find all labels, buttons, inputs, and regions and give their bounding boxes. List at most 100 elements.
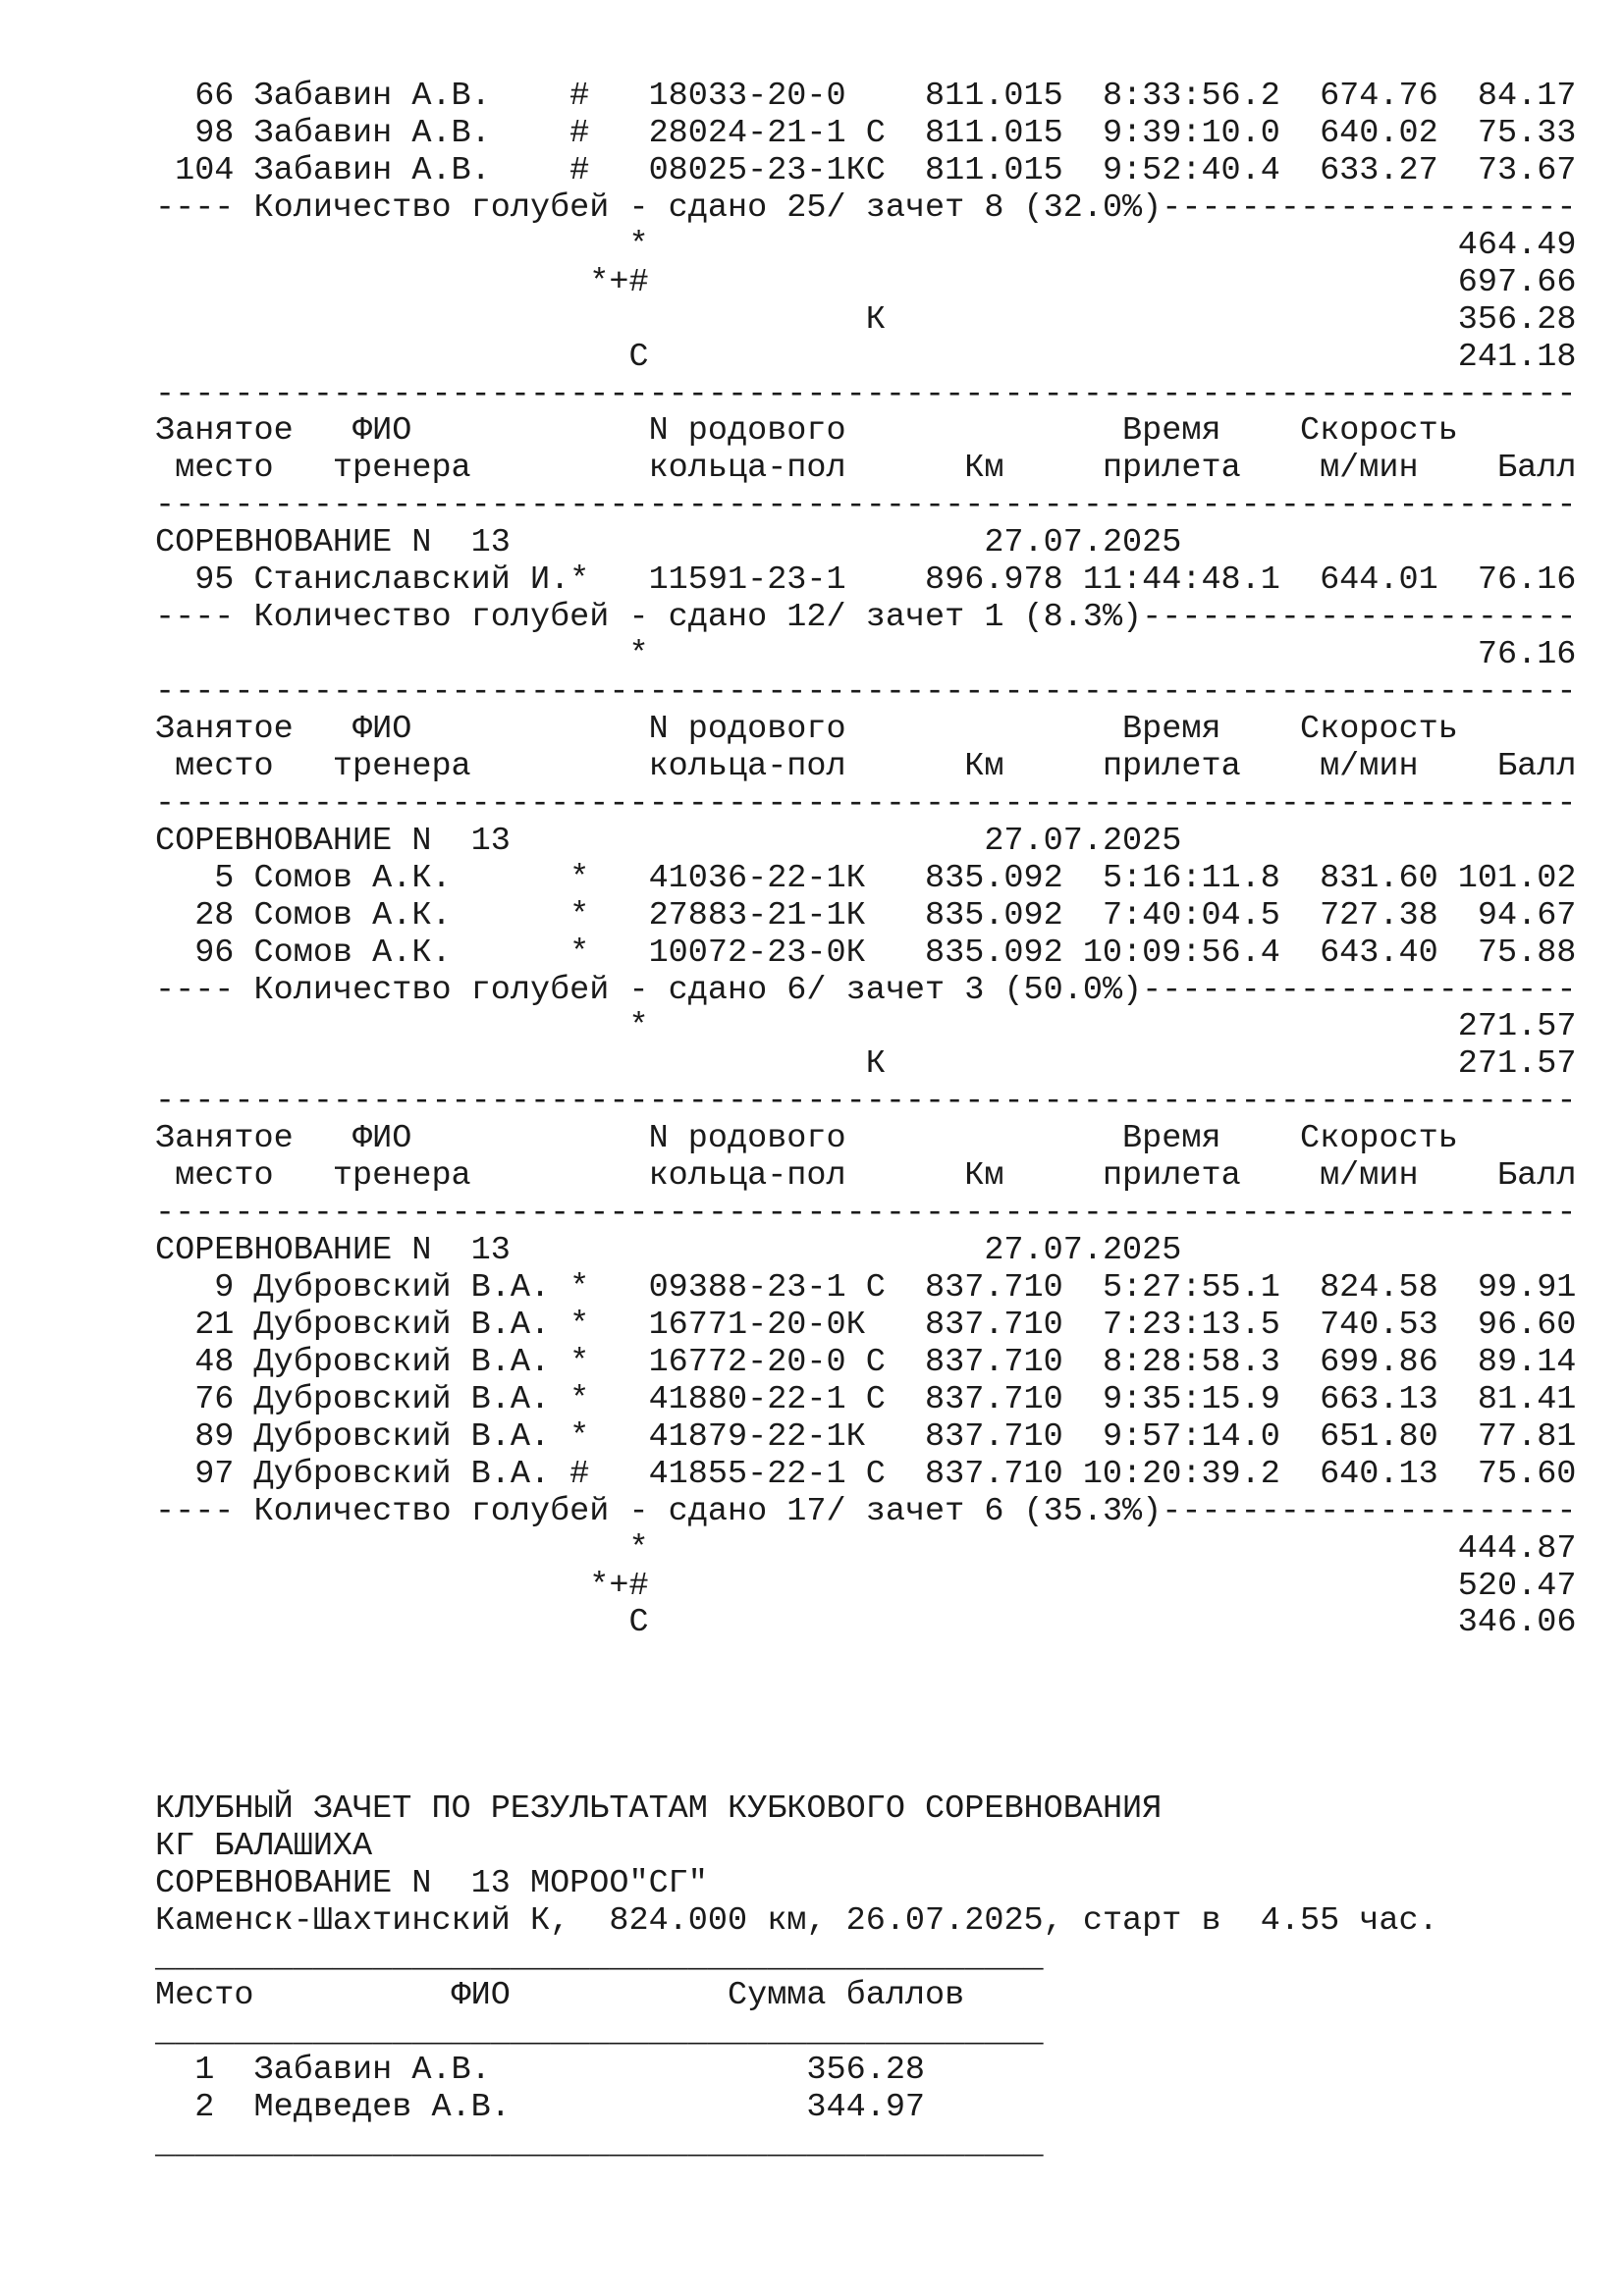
table-header-row-2: место тренера кольца-пол Км прилета м/мин Балл	[155, 1157, 1576, 1196]
header-name: ФИО	[352, 412, 412, 451]
underline: ________________________________________…	[155, 1940, 1576, 1978]
mark: #	[569, 151, 590, 189]
header-ring: кольца-пол	[648, 747, 846, 785]
total-row: * 271.57	[155, 1008, 1576, 1046]
club-title-line: КГ БАЛАШИХА	[155, 1828, 1576, 1866]
points: 89.14	[1477, 1343, 1577, 1381]
summary-fill: ----------------------------------------…	[1162, 1493, 1577, 1530]
dash-line: ----------------------------------------…	[155, 673, 1577, 711]
arrival-time: 7:23:13.5	[1102, 1306, 1280, 1344]
total-value: 271.57	[1457, 1045, 1577, 1084]
underline: ________________________________________…	[155, 2013, 1576, 2053]
mark: #	[569, 78, 590, 115]
arrival-time: 9:39:10.0	[1102, 114, 1280, 152]
speed: 699.86	[1320, 1343, 1438, 1381]
summary-line: ---- Количество голубей - сдано 6/ зачет…	[155, 973, 1576, 1010]
place: 97	[194, 1455, 235, 1493]
club-header-place: Место	[155, 1976, 254, 2014]
header-time: прилета	[1102, 1157, 1241, 1196]
total-value: 697.66	[1457, 263, 1577, 301]
club-row: 2 Медведев А.В. 344.97	[155, 2088, 1576, 2127]
arrival-time: 5:16:11.8	[1102, 859, 1280, 897]
distance-km: 896.978	[925, 561, 1063, 600]
arrival-time: 10:20:39.2	[1082, 1455, 1280, 1493]
blank-line	[155, 1717, 1576, 1754]
points: 101.02	[1457, 859, 1577, 897]
fancier-name: Забавин А.В.	[253, 151, 491, 189]
arrival-time: 8:33:56.2	[1102, 78, 1280, 115]
distance-km: 837.710	[925, 1306, 1063, 1344]
distance-km: 811.015	[925, 151, 1063, 189]
total-value: 356.28	[1457, 300, 1577, 339]
distance-km: 837.710	[925, 1455, 1063, 1493]
distance-km: 837.710	[925, 1380, 1063, 1418]
table-header-row-1: Занятое ФИО N родового Время Скорость	[155, 711, 1576, 749]
table-header-row-1: Занятое ФИО N родового Время Скорость	[155, 1120, 1576, 1158]
mark: *	[569, 1380, 590, 1418]
club-title-line: КЛУБНЫЙ ЗАЧЕТ ПО РЕЗУЛЬТАТАМ КУБКОВОГО С…	[155, 1790, 1576, 1829]
place: 96	[194, 934, 235, 972]
club-row: 1 Забавин А.В. 356.28	[155, 2052, 1576, 2090]
header-name: ФИО	[352, 1120, 412, 1158]
club-header-name: ФИО	[451, 1976, 511, 2014]
competition-date: 27.07.2025	[984, 1232, 1182, 1270]
competition-title: СОРЕВНОВАНИЕ N 13	[155, 822, 511, 860]
place: 89	[194, 1417, 235, 1456]
ring-number: 18033-20-0	[648, 78, 846, 115]
ring-number: 28024-21-1 С	[648, 114, 886, 152]
ring-number: 16771-20-0К	[648, 1306, 866, 1344]
result-row: 95 Станиславский И. * 11591-23-1 896.978 11:4…	[155, 561, 1576, 600]
underline: ________________________________________…	[155, 2125, 1576, 2164]
ring-number: 08025-23-1КС	[648, 151, 886, 189]
total-mark: С	[628, 1604, 649, 1642]
speed: 633.27	[1320, 151, 1438, 189]
mark: *	[569, 561, 590, 600]
place: 66	[194, 78, 235, 115]
summary-prefix: ----	[155, 600, 254, 637]
speed: 674.76	[1320, 78, 1438, 115]
table-header-row-1: Занятое ФИО N родового Время Скорость	[155, 412, 1576, 451]
points: 75.60	[1477, 1455, 1577, 1493]
ring-number: 11591-23-1	[648, 561, 846, 600]
summary-prefix: ----	[155, 1493, 254, 1530]
arrival-time: 10:09:56.4	[1082, 934, 1280, 972]
header-speed: м/мин	[1320, 1157, 1419, 1196]
ring-number: 09388-23-1 С	[648, 1269, 886, 1307]
speed: 640.13	[1320, 1455, 1438, 1493]
total-row: К 356.28	[155, 300, 1577, 340]
summary-text: Количество голубей - сдано 6/ зачет 3 (5…	[253, 972, 1143, 1009]
header-name: тренера	[332, 450, 471, 488]
fancier-name: Дубровский В.А.	[253, 1417, 551, 1456]
total-value: 444.87	[1457, 1529, 1577, 1568]
header-ring: кольца-пол	[648, 450, 846, 488]
fancier-name: Забавин А.В.	[253, 114, 491, 152]
total-mark: *+#	[589, 1567, 649, 1605]
arrival-time: 7:40:04.5	[1102, 896, 1280, 934]
club-title: Каменск-Шахтинский К, 824.000 км, 26.07.…	[155, 1901, 1438, 1940]
fancier-name: Сомов А.К.	[253, 934, 452, 972]
mark: *	[569, 1417, 590, 1456]
speed: 727.38	[1320, 896, 1438, 934]
underline-rule: ________________________________________…	[155, 2125, 1044, 2163]
distance-km: 835.092	[925, 934, 1063, 972]
club-name: Медведев А.В.	[253, 2088, 511, 2126]
total-row: * 464.49	[155, 227, 1576, 265]
place: 5	[214, 859, 235, 897]
points: 96.60	[1477, 1306, 1577, 1344]
summary-line: ---- Количество голубей - сдано 12/ заче…	[155, 600, 1576, 637]
header-place: место	[175, 1157, 274, 1196]
summary-fill: ----------------------------------------…	[1142, 600, 1577, 637]
ring-number: 41036-22-1К	[648, 859, 866, 897]
place: 21	[194, 1306, 235, 1344]
place: 76	[194, 1380, 235, 1418]
header-ring: N родового	[648, 1120, 846, 1158]
points: 81.41	[1477, 1380, 1577, 1418]
underline-rule: ________________________________________…	[155, 2013, 1044, 2052]
mark: #	[569, 114, 590, 152]
speed: 643.40	[1320, 934, 1438, 972]
arrival-time: 9:35:15.9	[1102, 1380, 1280, 1418]
club-place: 2	[194, 2088, 215, 2126]
header-km: Км	[964, 450, 1004, 488]
blank-line	[155, 1642, 1576, 1680]
place: 95	[194, 561, 235, 600]
